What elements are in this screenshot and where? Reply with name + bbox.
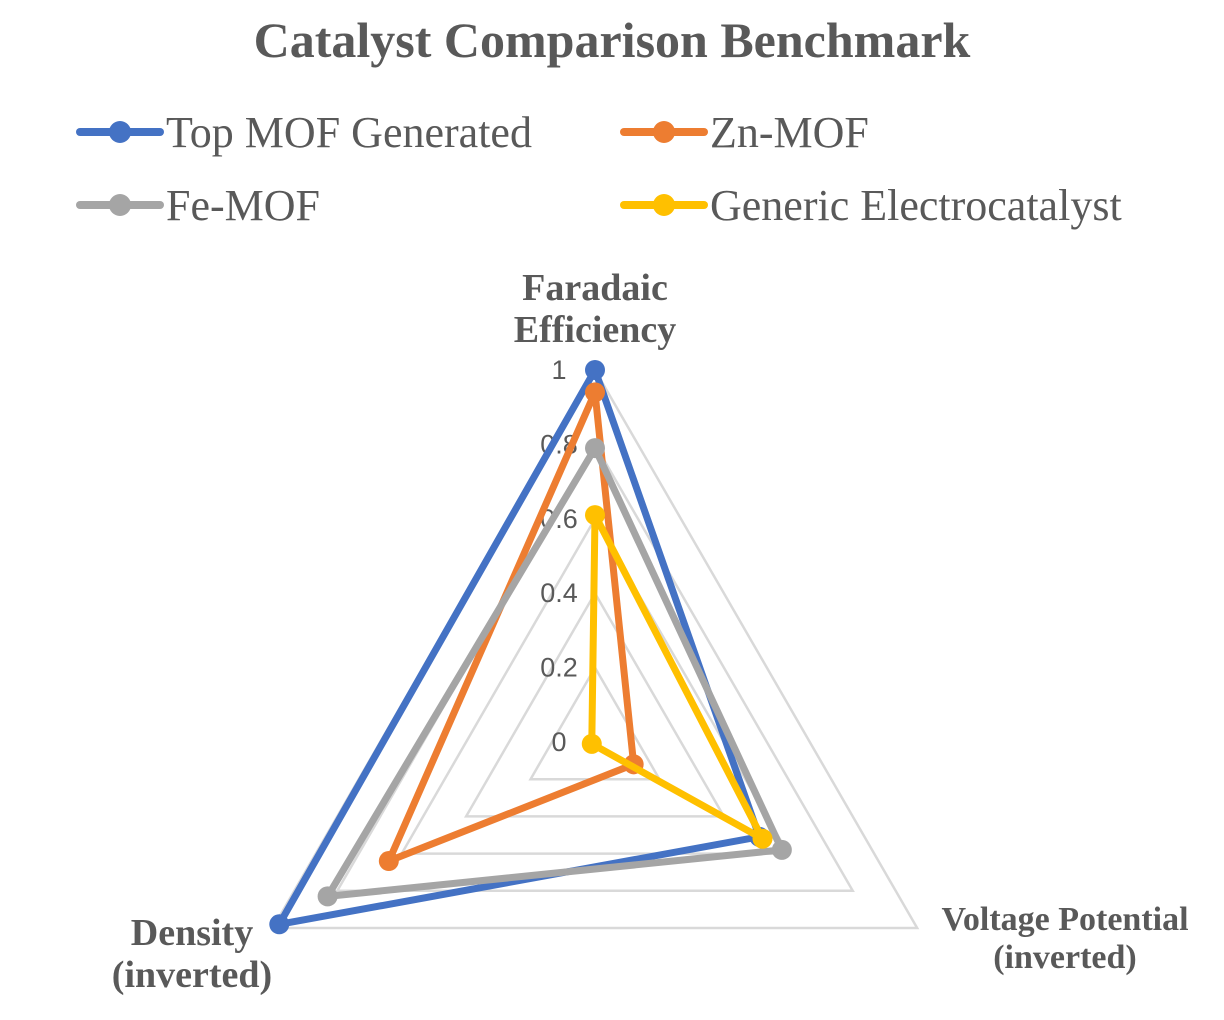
axis-label-voltage-potential: Voltage Potential (941, 901, 1188, 938)
data-point (585, 360, 605, 380)
series-top-mof-generated (269, 360, 770, 935)
legend-item-fe-mof: Fe-MOF (76, 181, 320, 230)
legend-swatch-marker (653, 121, 675, 143)
data-point (269, 914, 290, 935)
series-line-zn-mof (385, 388, 638, 865)
tick-label: 0.2 (540, 653, 578, 683)
series-fe-mof (317, 438, 792, 907)
legend-label: Generic Electrocatalyst (710, 181, 1122, 230)
axis-label-density: (inverted) (112, 954, 272, 996)
series-zn-mof (378, 382, 644, 872)
data-point (585, 382, 605, 403)
legend-swatch-marker (109, 121, 131, 143)
series-line-top-mof-generated (275, 366, 763, 928)
data-point (585, 505, 605, 526)
axis-label-faradaic: Faradaic (522, 267, 668, 309)
tick-label: 0 (551, 727, 566, 757)
legend-label: Fe-MOF (166, 181, 320, 230)
axis-label-density: Density (131, 912, 253, 954)
legend-item-generic-electrocatalyst: Generic Electrocatalyst (620, 181, 1122, 230)
data-point (752, 828, 773, 849)
data-point (771, 839, 792, 860)
tick-label: 0.4 (540, 578, 578, 608)
tick-label: 1 (551, 355, 566, 385)
legend-swatch-marker (109, 194, 131, 216)
chart-title: Catalyst Comparison Benchmark (254, 12, 971, 68)
data-point (378, 851, 399, 872)
series-group (269, 360, 792, 935)
legend-item-zn-mof: Zn-MOF (620, 108, 869, 157)
axis-label-faradaic: Efficiency (514, 309, 677, 351)
axis-label-voltage-potential: (inverted) (993, 939, 1137, 976)
legend-swatch-marker (653, 194, 675, 216)
legend-label: Top MOF Generated (166, 108, 532, 157)
data-point (585, 438, 605, 459)
data-point (317, 886, 338, 907)
grid-ring (463, 590, 727, 818)
grid-ring (399, 516, 791, 855)
legend: Top MOF Generated Zn-MOF Fe-MOF Generic Ele… (76, 108, 1122, 230)
data-point (581, 733, 602, 754)
series-line-fe-mof (324, 444, 786, 900)
legend-item-top-mof-generated: Top MOF Generated (76, 108, 532, 157)
series-generic-electrocatalyst (581, 505, 773, 849)
series-line-generic-electrocatalyst (588, 511, 767, 843)
legend-label: Zn-MOF (710, 108, 869, 157)
